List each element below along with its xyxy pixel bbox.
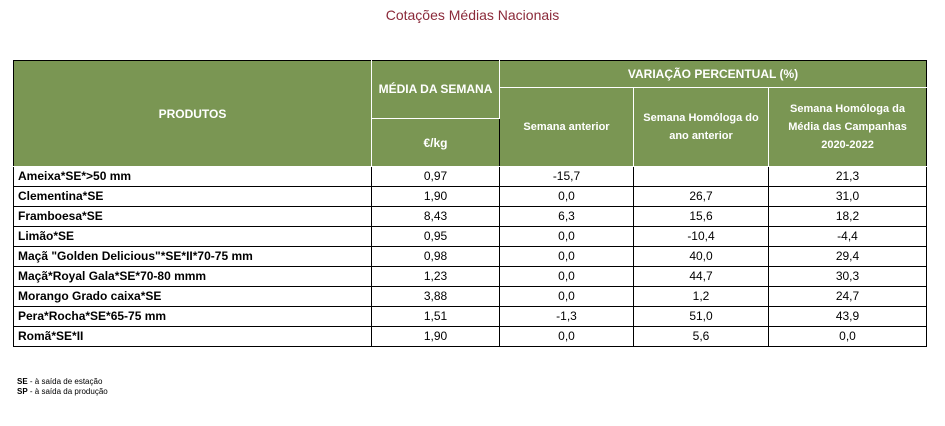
cell-semana-homologa: -10,4 — [633, 226, 769, 247]
cell-semana-homologa-media: 30,3 — [767, 266, 928, 287]
cell-produto: Romã*SE*II — [13, 326, 372, 347]
table-row: Ameixa*SE*>50 mm 0,97 -15,7 21,3 — [13, 166, 928, 187]
cell-media: 0,98 — [371, 246, 500, 267]
cell-semana-homologa-media: 18,2 — [767, 206, 928, 227]
cell-produto: Framboesa*SE — [13, 206, 372, 227]
cell-semana-anterior: 6,3 — [499, 206, 634, 227]
cell-produto: Maçã "Golden Delicious"*SE*II*70-75 mm — [13, 246, 372, 267]
cell-media: 1,51 — [371, 306, 500, 327]
cell-semana-homologa: 5,6 — [633, 326, 769, 347]
table-row: Pera*Rocha*SE*65-75 mm 1,51 -1,3 51,0 43,9 — [13, 306, 928, 327]
table-row: Framboesa*SE 8,43 6,3 15,6 18,2 — [13, 206, 928, 227]
cell-semana-homologa — [633, 166, 769, 187]
cell-produto: Ameixa*SE*>50 mm — [13, 166, 372, 187]
cell-media: 3,88 — [371, 286, 500, 307]
cell-produto: Maçã*Royal Gala*SE*70-80 mmm — [13, 266, 372, 287]
cell-semana-homologa: 40,0 — [633, 246, 769, 267]
table-row: Maçã*Royal Gala*SE*70-80 mmm 1,23 0,0 44,7 3… — [13, 266, 928, 287]
header-semana-homologa: Semana Homóloga do ano anterior — [633, 87, 769, 167]
cell-semana-anterior: 0,0 — [499, 226, 634, 247]
cell-semana-anterior: 0,0 — [499, 186, 634, 207]
cell-media: 1,90 — [371, 186, 500, 207]
cell-semana-anterior: 0,0 — [499, 286, 634, 307]
cell-semana-anterior: -15,7 — [499, 166, 634, 187]
cell-semana-homologa: 44,7 — [633, 266, 769, 287]
header-unit: €/kg — [371, 118, 500, 167]
cell-semana-homologa-media: 31,0 — [767, 186, 928, 207]
footnotes: SE - à saída de estação SP - à saída da … — [17, 377, 108, 397]
cell-media: 0,95 — [371, 226, 500, 247]
quotes-table: PRODUTOS MÉDIA DA SEMANA VARIAÇÃO PERCEN… — [13, 60, 928, 347]
header-media-semana: MÉDIA DA SEMANA — [371, 60, 500, 119]
cell-produto: Clementina*SE — [13, 186, 372, 207]
cell-semana-homologa: 1,2 — [633, 286, 769, 307]
cell-media: 0,97 — [371, 166, 500, 187]
table-body: Ameixa*SE*>50 mm 0,97 -15,7 21,3 Clementina*… — [13, 166, 928, 347]
cell-produto: Pera*Rocha*SE*65-75 mm — [13, 306, 372, 327]
cell-produto: Limão*SE — [13, 226, 372, 247]
cell-semana-homologa-media: 0,0 — [767, 326, 928, 347]
cell-semana-homologa-media: 43,9 — [767, 306, 928, 327]
cell-semana-anterior: -1,3 — [499, 306, 634, 327]
footnote-sp: SP - à saída da produção — [17, 387, 108, 396]
cell-semana-homologa-media: 24,7 — [767, 286, 928, 307]
cell-semana-homologa: 51,0 — [633, 306, 769, 327]
cell-semana-anterior: 0,0 — [499, 326, 634, 347]
cell-semana-homologa-media: 21,3 — [767, 166, 928, 187]
cell-semana-anterior: 0,0 — [499, 246, 634, 267]
cell-semana-anterior: 0,0 — [499, 266, 634, 287]
header-produtos: PRODUTOS — [13, 60, 372, 167]
footnote-se: SE - à saída de estação — [17, 377, 103, 386]
header-semana-anterior: Semana anterior — [499, 87, 634, 167]
cell-media: 8,43 — [371, 206, 500, 227]
cell-media: 1,23 — [371, 266, 500, 287]
cell-semana-homologa: 26,7 — [633, 186, 769, 207]
table-row: Maçã "Golden Delicious"*SE*II*70-75 mm 0,… — [13, 246, 928, 267]
cell-semana-homologa: 15,6 — [633, 206, 769, 227]
cell-semana-homologa-media: -4,4 — [767, 226, 928, 247]
header-semana-homologa-media: Semana Homóloga da Média das Campanhas 2… — [767, 87, 928, 167]
table-row: Romã*SE*II 1,90 0,0 5,6 0,0 — [13, 326, 928, 347]
table-row: Clementina*SE 1,90 0,0 26,7 31,0 — [13, 186, 928, 207]
header-variacao: VARIAÇÃO PERCENTUAL (%) — [498, 60, 928, 88]
cell-media: 1,90 — [371, 326, 500, 347]
table-row: Morango Grado caixa*SE 3,88 0,0 1,2 24,7 — [13, 286, 928, 307]
page-title: Cotações Médias Nacionais — [385, 7, 560, 23]
cell-semana-homologa-media: 29,4 — [767, 246, 928, 267]
cell-produto: Morango Grado caixa*SE — [13, 286, 372, 307]
table-row: Limão*SE 0,95 0,0 -10,4 -4,4 — [13, 226, 928, 247]
